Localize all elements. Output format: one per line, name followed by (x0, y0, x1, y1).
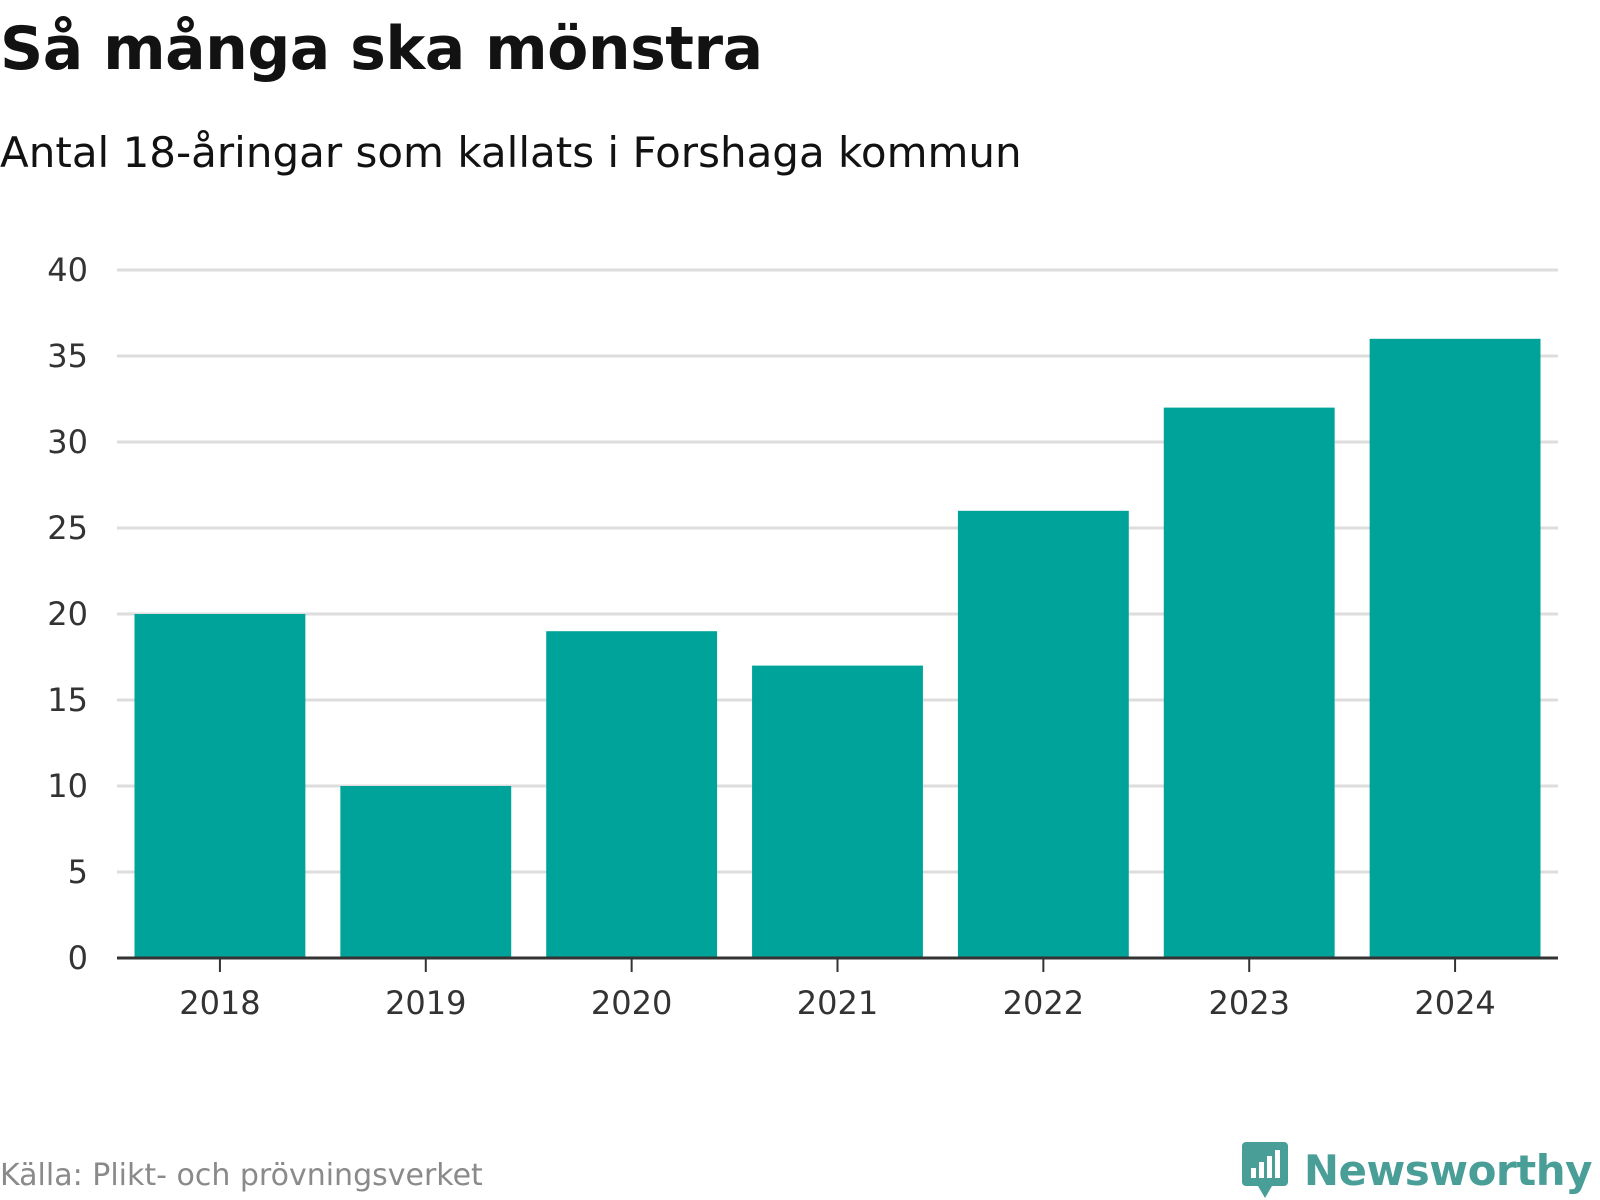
y-tick-label-35: 35 (47, 337, 88, 375)
x-tick-label-2021: 2021 (797, 984, 878, 1022)
chart-title: Så många ska mönstra (0, 14, 763, 84)
bar-2020 (546, 631, 718, 958)
x-tick-label-2022: 2022 (1003, 984, 1084, 1022)
y-tick-label-40: 40 (47, 251, 88, 289)
y-tick-label-20: 20 (47, 595, 88, 633)
x-tick-label-2018: 2018 (179, 984, 260, 1022)
y-tick-label-25: 25 (47, 509, 88, 547)
bar-chart: 0 5 10 15 20 25 30 35 40 2018 2019 2020 2021 2022 2023… (47, 251, 1558, 1022)
y-tick-label-0: 0 (68, 939, 88, 977)
bar-2018 (134, 614, 306, 958)
source-note: Källa: Plikt- och prövningsverket (0, 1158, 483, 1193)
x-tick-label-2020: 2020 (591, 984, 672, 1022)
chart-subtitle: Antal 18-åringar som kallats i Forshaga … (0, 128, 1022, 177)
newsworthy-logo-icon (1241, 1142, 1288, 1198)
x-tick-label-2023: 2023 (1208, 984, 1289, 1022)
bar-2024 (1369, 338, 1541, 958)
x-tick-label-2019: 2019 (385, 984, 466, 1022)
bar-2019 (340, 786, 512, 958)
bar-2023 (1163, 407, 1335, 959)
bar-2021 (752, 665, 923, 958)
brand-logo: Newsworthy (1240, 1140, 1593, 1200)
y-tick-label-5: 5 (68, 853, 88, 891)
brand-name: Newsworthy (1303, 1145, 1593, 1195)
y-tick-label-30: 30 (47, 423, 88, 461)
y-tick-label-10: 10 (47, 767, 88, 805)
x-tick-label-2024: 2024 (1414, 984, 1495, 1022)
bar-2022 (957, 510, 1129, 958)
y-tick-label-15: 15 (47, 681, 88, 719)
